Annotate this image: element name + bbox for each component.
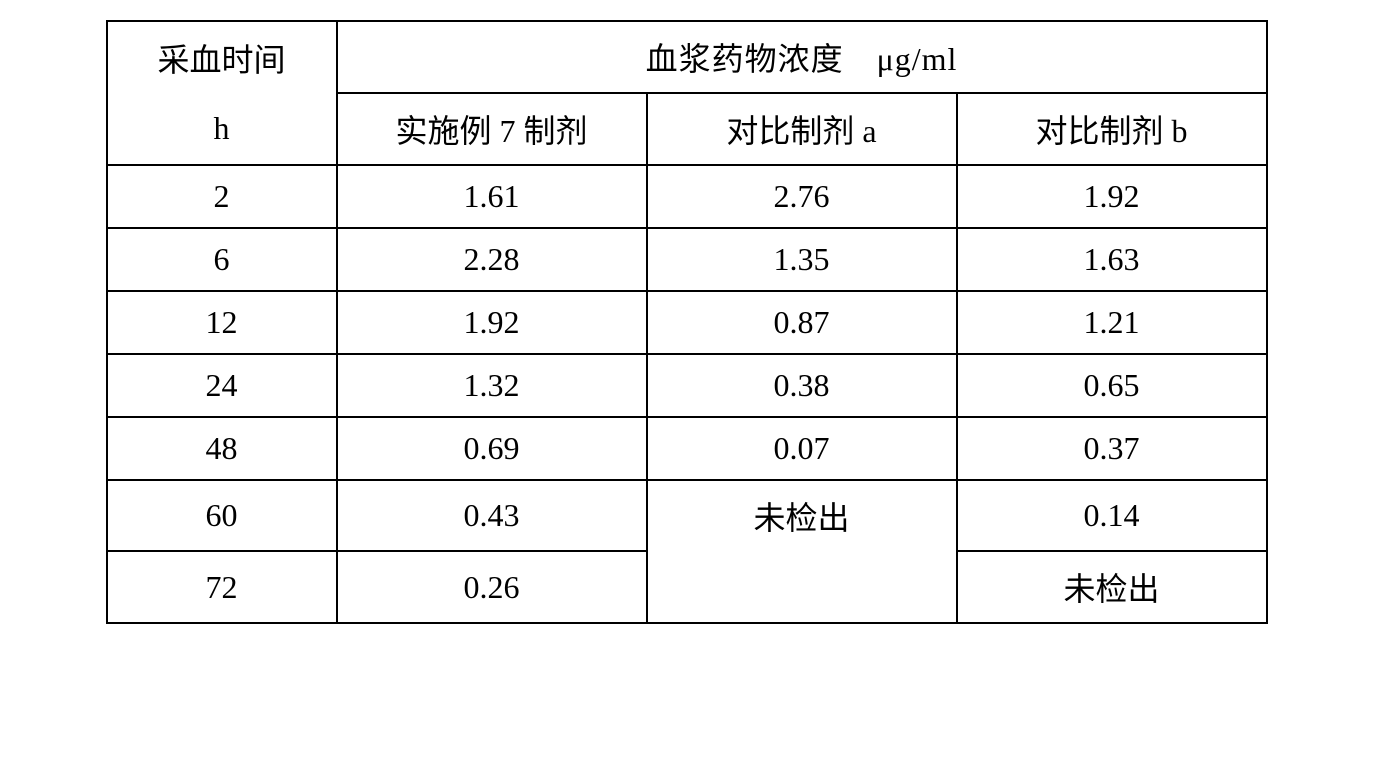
cell-col1: 1.92 xyxy=(337,291,647,354)
table-row: 60 0.43 未检出 0.14 xyxy=(107,480,1267,551)
table-header: 采血时间 血浆药物浓度 μg/ml h 实施例 7 制剂 对比制剂 a 对比制剂… xyxy=(107,21,1267,165)
cell-col3: 1.63 xyxy=(957,228,1267,291)
cell-col2: 1.35 xyxy=(647,228,957,291)
cell-col1: 0.26 xyxy=(337,551,647,623)
cell-col2: 0.87 xyxy=(647,291,957,354)
cell-time: 72 xyxy=(107,551,337,623)
header-row-2: h 实施例 7 制剂 对比制剂 a 对比制剂 b xyxy=(107,93,1267,165)
concentration-header: 血浆药物浓度 μg/ml xyxy=(337,21,1267,93)
table-body: 2 1.61 2.76 1.92 6 2.28 1.35 1.63 12 1.9… xyxy=(107,165,1267,623)
cell-col3: 1.92 xyxy=(957,165,1267,228)
time-header-line1: 采血时间 xyxy=(107,21,337,93)
table-row: 2 1.61 2.76 1.92 xyxy=(107,165,1267,228)
cell-time: 12 xyxy=(107,291,337,354)
cell-col3: 1.21 xyxy=(957,291,1267,354)
col1-header: 实施例 7 制剂 xyxy=(337,93,647,165)
cell-col2: 0.38 xyxy=(647,354,957,417)
data-table-container: 采血时间 血浆药物浓度 μg/ml h 实施例 7 制剂 对比制剂 a 对比制剂… xyxy=(106,20,1268,624)
col3-header: 对比制剂 b xyxy=(957,93,1267,165)
cell-col3: 未检出 xyxy=(957,551,1267,623)
cell-time: 24 xyxy=(107,354,337,417)
cell-time: 2 xyxy=(107,165,337,228)
cell-col3: 0.37 xyxy=(957,417,1267,480)
cell-time: 60 xyxy=(107,480,337,551)
cell-col1: 1.61 xyxy=(337,165,647,228)
cell-col1: 2.28 xyxy=(337,228,647,291)
col2-header: 对比制剂 a xyxy=(647,93,957,165)
cell-col3: 0.14 xyxy=(957,480,1267,551)
table-row: 48 0.69 0.07 0.37 xyxy=(107,417,1267,480)
cell-col1: 0.43 xyxy=(337,480,647,551)
cell-col2: 未检出 xyxy=(647,480,957,551)
table-row: 12 1.92 0.87 1.21 xyxy=(107,291,1267,354)
cell-col2 xyxy=(647,551,957,623)
header-row-1: 采血时间 血浆药物浓度 μg/ml xyxy=(107,21,1267,93)
cell-col3: 0.65 xyxy=(957,354,1267,417)
time-header-line2: h xyxy=(107,93,337,165)
table-row: 6 2.28 1.35 1.63 xyxy=(107,228,1267,291)
plasma-concentration-table: 采血时间 血浆药物浓度 μg/ml h 实施例 7 制剂 对比制剂 a 对比制剂… xyxy=(106,20,1268,624)
cell-col2: 2.76 xyxy=(647,165,957,228)
cell-time: 48 xyxy=(107,417,337,480)
cell-col2: 0.07 xyxy=(647,417,957,480)
table-row: 24 1.32 0.38 0.65 xyxy=(107,354,1267,417)
table-row: 72 0.26 未检出 xyxy=(107,551,1267,623)
cell-time: 6 xyxy=(107,228,337,291)
cell-col1: 1.32 xyxy=(337,354,647,417)
cell-col1: 0.69 xyxy=(337,417,647,480)
